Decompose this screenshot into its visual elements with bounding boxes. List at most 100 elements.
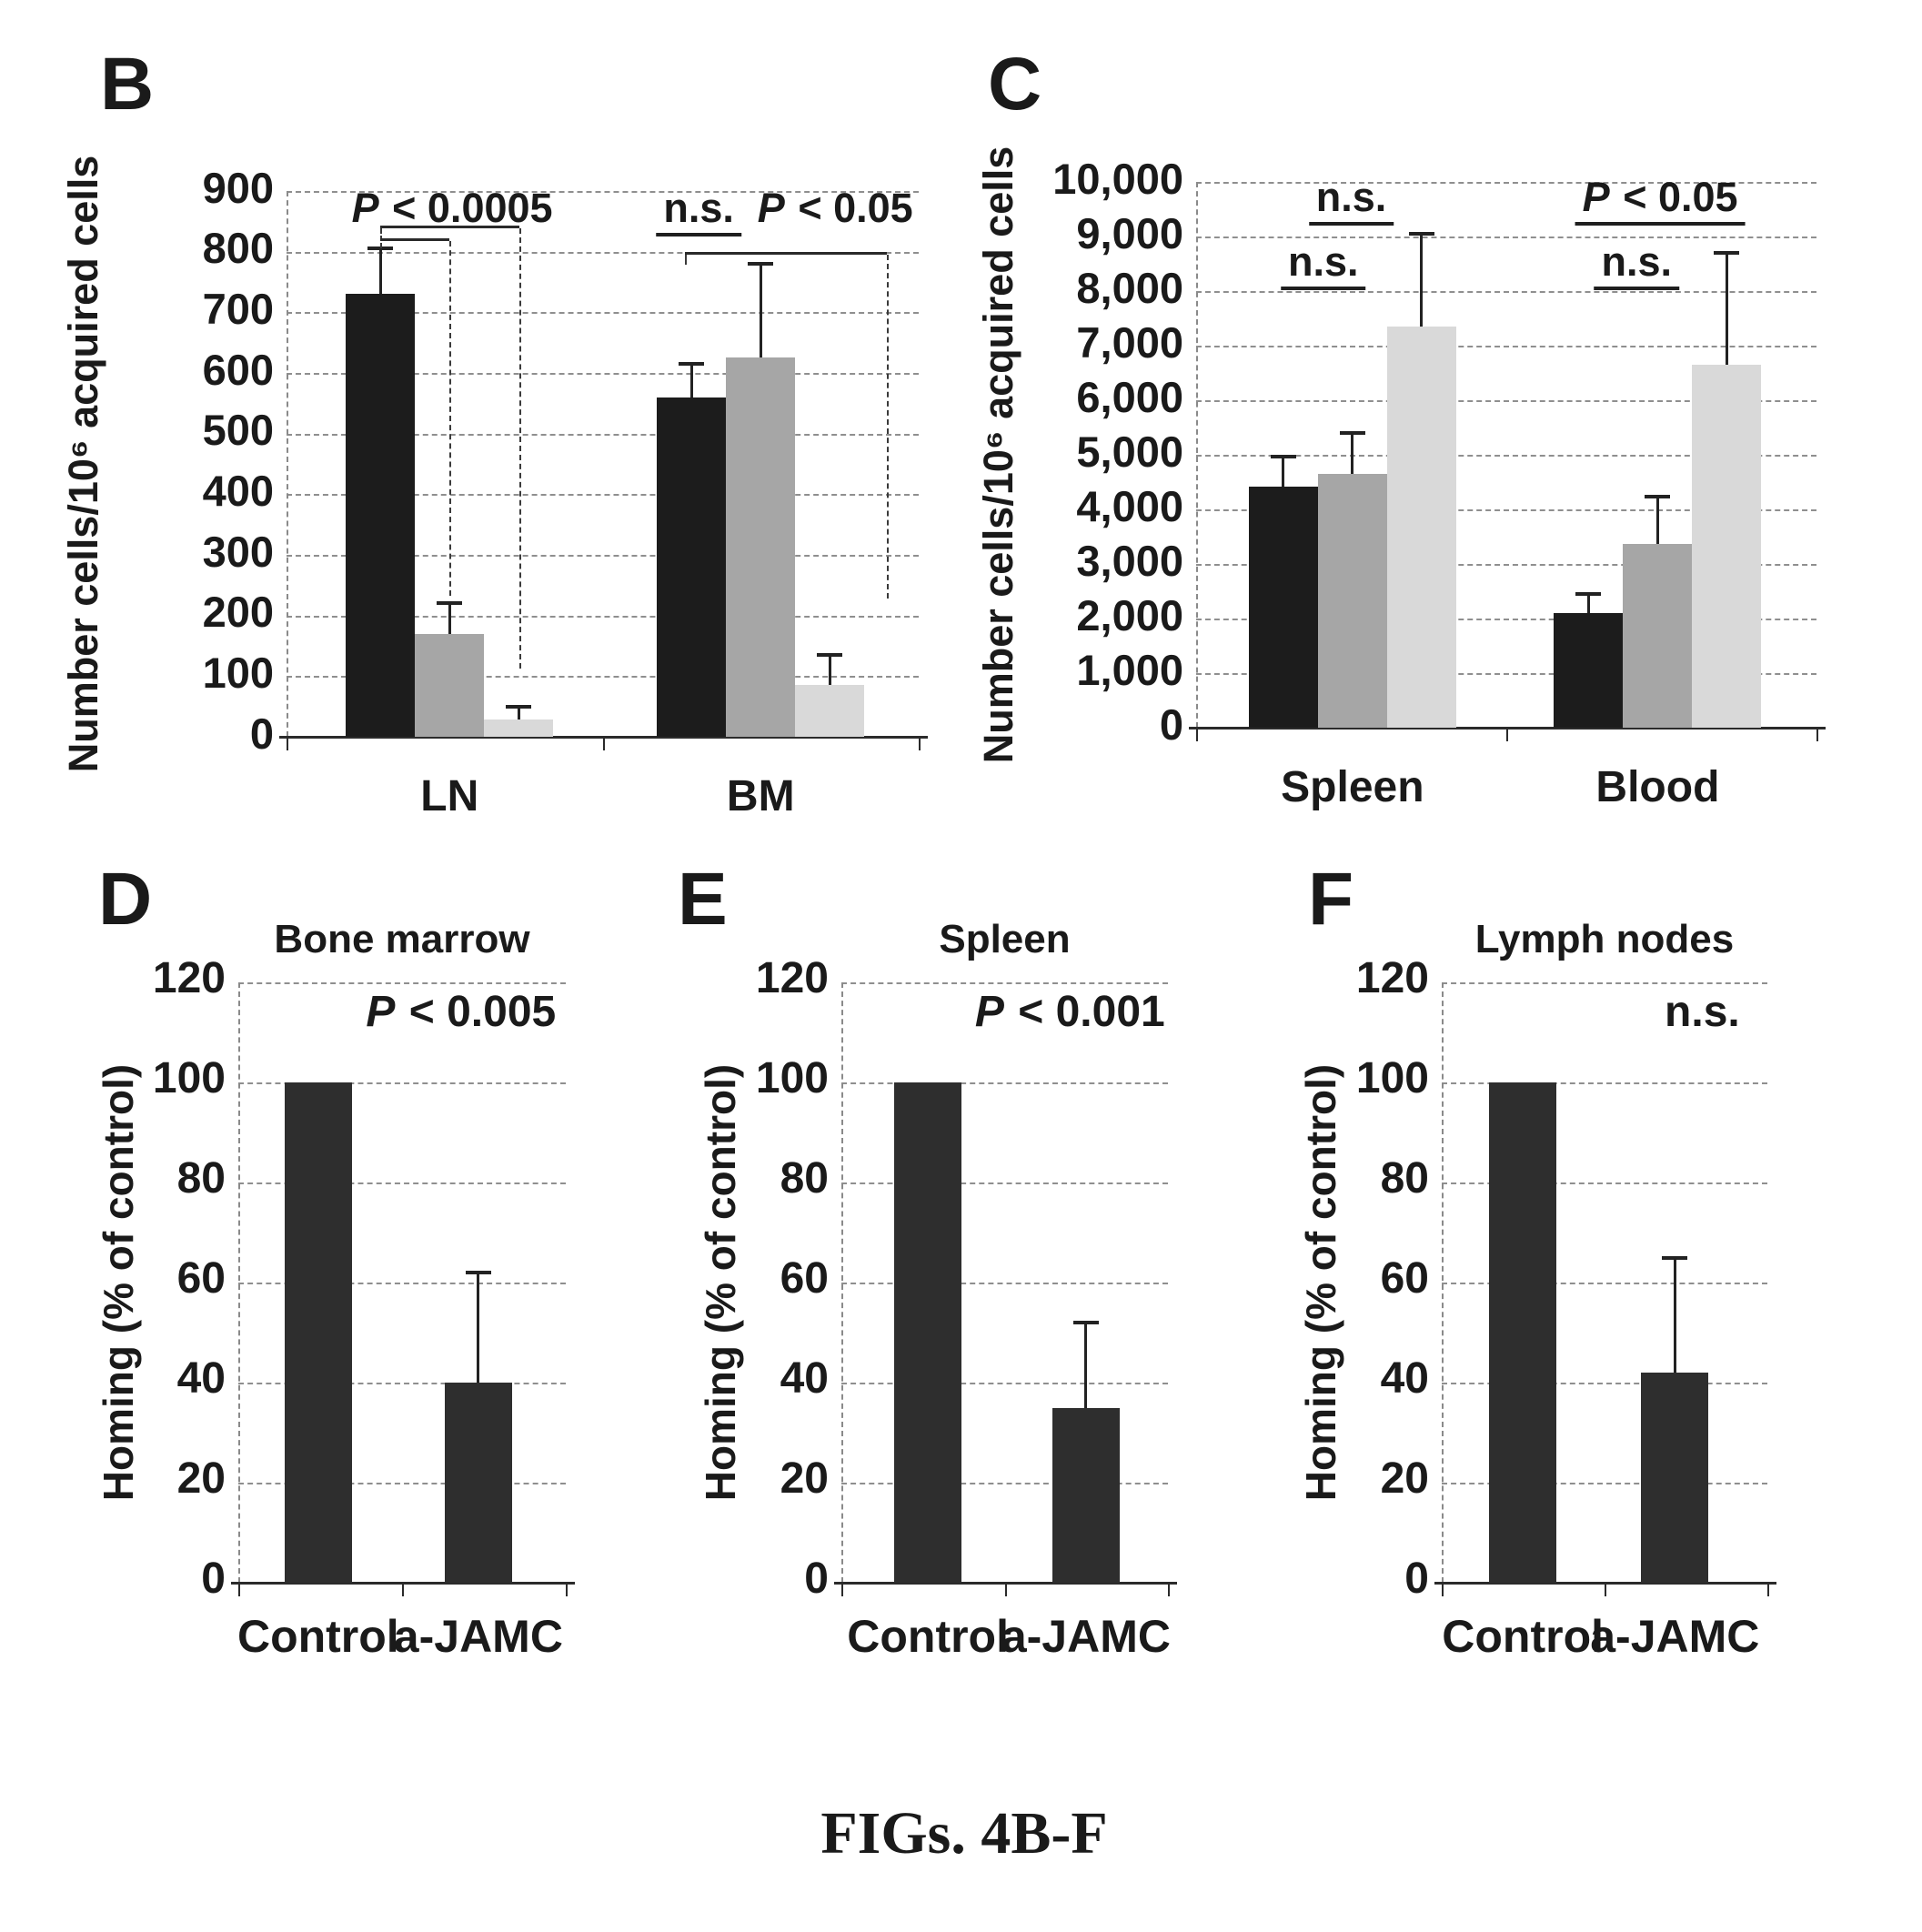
significance-bracket-drop (518, 228, 521, 669)
error-bar-cap (679, 362, 705, 366)
category-label: Blood (1595, 763, 1720, 811)
gridline (841, 1283, 1168, 1284)
gridline (287, 251, 919, 254)
dark-bar (1248, 486, 1318, 728)
gridline (841, 1082, 1168, 1084)
y-tick-label: 6,000 (1076, 372, 1183, 421)
p-symbol: P (757, 184, 785, 231)
dark-bar (1489, 1082, 1557, 1583)
medium-gray-bar (726, 357, 796, 737)
x-axis-tick (1816, 730, 1818, 741)
panel-title: Lymph nodes (1474, 917, 1735, 961)
category-label: a-JAMC (1590, 1611, 1760, 1662)
x-axis-line (1189, 727, 1826, 730)
x-axis-tick (1767, 1585, 1769, 1596)
y-tick-label: 20 (780, 1454, 829, 1504)
p-symbol: P (366, 988, 396, 1037)
y-tick-label: 40 (780, 1354, 829, 1404)
y-tick-label: 120 (755, 954, 829, 1003)
y-tick-label: 60 (780, 1254, 829, 1303)
significance-bracket (379, 238, 450, 241)
light-gray-bar (484, 719, 554, 737)
gridline (841, 982, 1168, 984)
error-bar (477, 1273, 480, 1383)
x-axis-tick (1168, 1585, 1170, 1596)
error-bar-cap (817, 653, 843, 657)
gridline (287, 433, 919, 436)
x-axis-line (231, 1582, 575, 1585)
panel-title: Bone marrow (274, 917, 530, 961)
gridline (841, 1182, 1168, 1184)
y-tick-label: 300 (202, 527, 274, 576)
y-tick-label: 120 (1355, 954, 1429, 1003)
medium-gray-bar (1317, 474, 1387, 728)
p-symbol: P (351, 184, 379, 231)
x-axis-tick (1004, 1585, 1007, 1596)
y-tick-label: 60 (176, 1254, 226, 1303)
gridline (287, 555, 919, 557)
gridline (1196, 400, 1816, 402)
y-axis-label: Number cells/10⁶ acquired cells (60, 155, 106, 773)
y-axis-line (841, 982, 843, 1583)
dark-bar (894, 1082, 962, 1583)
error-bar-cap (437, 601, 463, 606)
panel-letter: C (988, 43, 1042, 126)
gridline (1196, 509, 1816, 511)
y-tick-label: 5,000 (1076, 427, 1183, 476)
category-label: a-JAMC (393, 1611, 563, 1662)
y-tick-label: 0 (201, 1555, 226, 1604)
gridline (238, 1082, 566, 1084)
error-bar (1655, 497, 1659, 544)
error-bar-cap (1270, 454, 1296, 458)
gridline (287, 191, 919, 193)
y-tick-label: 100 (755, 1054, 829, 1103)
error-bar (689, 364, 693, 397)
x-axis-tick (1605, 1585, 1606, 1596)
y-tick-label: 60 (1380, 1254, 1429, 1303)
figure-caption: FIGs. 4B-F (820, 1800, 1108, 1867)
panel-title: Spleen (939, 917, 1071, 961)
y-tick-label: 900 (202, 163, 274, 212)
y-tick-label: 9,000 (1076, 208, 1183, 257)
y-tick-label: 40 (1380, 1354, 1429, 1404)
gridline (1442, 1082, 1767, 1084)
error-bar (828, 655, 831, 686)
medium-gray-bar (1623, 543, 1693, 728)
error-bar (1351, 433, 1354, 474)
gridline (1196, 564, 1816, 566)
x-axis-line (279, 736, 928, 739)
panel-letter: E (678, 858, 728, 941)
significance-annotation: P < 0.0005 (351, 184, 553, 231)
p-symbol: P (974, 988, 1004, 1037)
x-axis-tick (238, 1585, 240, 1596)
gridline (1196, 291, 1816, 293)
y-tick-label: 200 (202, 588, 274, 637)
significance-annotation: n.s. (656, 187, 741, 236)
gridline (287, 615, 919, 618)
gridline (287, 676, 919, 679)
category-label: Control (847, 1611, 1009, 1662)
gridline (287, 494, 919, 497)
x-axis-line (1434, 1582, 1776, 1585)
y-tick-label: 10,000 (1052, 154, 1183, 203)
gridline (1442, 1283, 1767, 1284)
y-tick-label: 0 (804, 1555, 829, 1604)
gridline (1196, 346, 1816, 347)
gridline (841, 1483, 1168, 1484)
significance-bracket-drop (684, 254, 687, 266)
category-label: LN (420, 772, 479, 820)
error-bar (1586, 594, 1590, 613)
y-tick-label: 3,000 (1076, 536, 1183, 585)
dark-bar (444, 1383, 512, 1583)
p-symbol: P (1582, 174, 1610, 220)
category-label: a-JAMC (1001, 1611, 1171, 1662)
y-tick-label: 400 (202, 467, 274, 516)
gridline (1442, 1182, 1767, 1184)
y-tick-label: 4,000 (1076, 481, 1183, 530)
y-tick-label: 0 (1404, 1555, 1429, 1604)
dark-bar (657, 397, 727, 737)
significance-annotation: P < 0.001 (974, 988, 1165, 1037)
error-bar (517, 706, 520, 720)
significance-annotation: n.s. (1665, 988, 1740, 1037)
error-bar (448, 603, 451, 634)
